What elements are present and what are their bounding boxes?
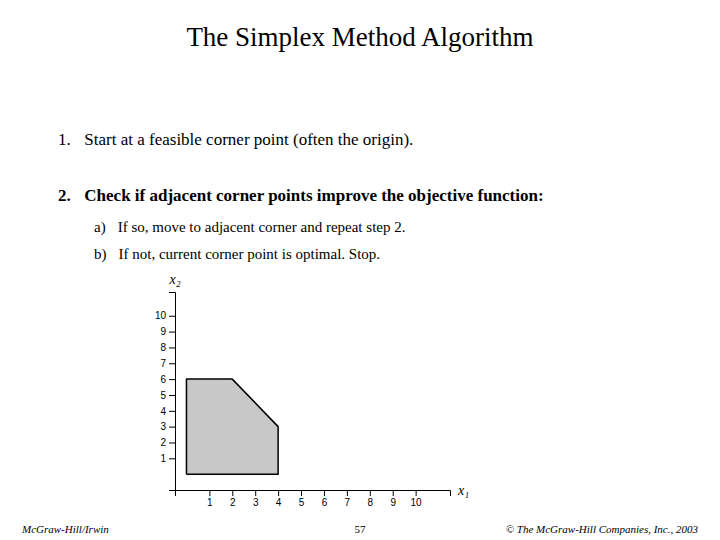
step-number: a) [94, 219, 106, 236]
tick-label: 5 [160, 390, 166, 401]
tick-mark [169, 411, 175, 412]
tick-label: 2 [160, 437, 166, 448]
tick: 8 [160, 342, 175, 353]
tick-mark [324, 490, 325, 496]
step-description: Check if adjacent corner points improve … [84, 186, 543, 205]
tick-mark [169, 363, 175, 364]
footer-text: McGraw-Hill/Irwin [21, 523, 109, 535]
tick-label: 7 [345, 497, 351, 508]
tick-label: 6 [322, 497, 328, 508]
tick-mark [169, 395, 175, 396]
step-number: 1. [58, 130, 71, 149]
step-text: b) If not, current corner point is optima… [94, 246, 380, 263]
tick-label: 10 [411, 497, 423, 508]
tick-label: 4 [160, 406, 166, 417]
tick: 1 [160, 453, 175, 464]
step-number: 2. [58, 186, 71, 205]
tick-mark [209, 490, 210, 496]
y-axis-label: x₂ [168, 272, 180, 287]
tick: 5 [299, 490, 305, 508]
step-text: a) If so, move to adjacent corner and rep… [94, 219, 405, 236]
tick: 4 [276, 490, 282, 508]
tick-label: 9 [390, 497, 396, 508]
tick-label: 1 [160, 453, 166, 464]
tick: 8 [368, 490, 374, 508]
x-axis-label: x₁ [457, 483, 469, 498]
tick-label: 4 [276, 497, 282, 508]
tick-mark [169, 379, 175, 380]
plot-area [186, 379, 278, 474]
tick-mark [393, 490, 394, 496]
tick: 7 [160, 358, 175, 369]
tick: 10 [411, 490, 423, 508]
tick-label: 3 [160, 421, 166, 432]
slide: The Simplex Method Algorithm 1. Start at a… [0, 0, 720, 540]
tick-mark [347, 490, 348, 496]
step-number: b) [94, 246, 107, 263]
tick-label: 8 [160, 342, 166, 353]
tick: 2 [160, 437, 175, 448]
tick-mark [370, 490, 371, 496]
tick-label: 7 [160, 358, 166, 369]
tick-label: 6 [160, 374, 166, 385]
tick-mark [232, 490, 233, 496]
tick-label: 3 [253, 497, 259, 508]
tick-label: 5 [299, 497, 305, 508]
y-axis: 1 2 3 4 5 6 7 8 9 10 [155, 293, 176, 491]
tick-label: 10 [155, 310, 167, 321]
tick-mark [169, 332, 175, 333]
tick: 2 [230, 490, 236, 508]
step-description: Start at a feasible corner point (often … [84, 130, 413, 149]
step-text: 1. Start at a feasible corner point (ofte… [58, 130, 413, 149]
step-description: If so, move to adjacent corner and repea… [118, 219, 406, 235]
footer-text: 57 [355, 523, 367, 535]
tick-mark [169, 458, 175, 459]
tick: 10 [155, 310, 175, 321]
tick: 6 [322, 490, 328, 508]
tick-label: 2 [230, 497, 236, 508]
tick-label: 8 [368, 497, 374, 508]
x-axis-line [176, 491, 451, 497]
tick-mark [416, 490, 417, 496]
tick: 6 [160, 374, 175, 385]
tick-mark [255, 490, 256, 496]
y-axis-line [169, 293, 176, 491]
tick: 4 [160, 406, 175, 417]
tick: 9 [390, 490, 396, 508]
tick-label: 1 [207, 497, 213, 508]
footer-text: © The McGraw-Hill Companies, Inc., 2003 [506, 523, 699, 535]
tick: 3 [160, 421, 175, 432]
tick-mark [169, 427, 175, 428]
tick-label: 9 [160, 326, 166, 337]
title: The Simplex Method Algorithm [186, 22, 533, 52]
feasible-region [186, 379, 278, 474]
tick: 7 [345, 490, 351, 508]
step-text: 2. Check if adjacent corner points improv… [58, 186, 544, 205]
tick: 9 [160, 326, 175, 337]
tick-mark [301, 490, 302, 496]
tick-mark [169, 347, 175, 348]
tick-mark [278, 490, 279, 496]
x-axis: 1 2 3 4 5 6 7 8 9 10 [176, 490, 451, 508]
tick: 1 [207, 490, 213, 508]
tick-mark [169, 316, 175, 317]
tick: 3 [253, 490, 259, 508]
tick: 5 [160, 390, 175, 401]
step-description: If not, current corner point is optimal.… [119, 246, 381, 262]
tick-mark [169, 442, 175, 443]
